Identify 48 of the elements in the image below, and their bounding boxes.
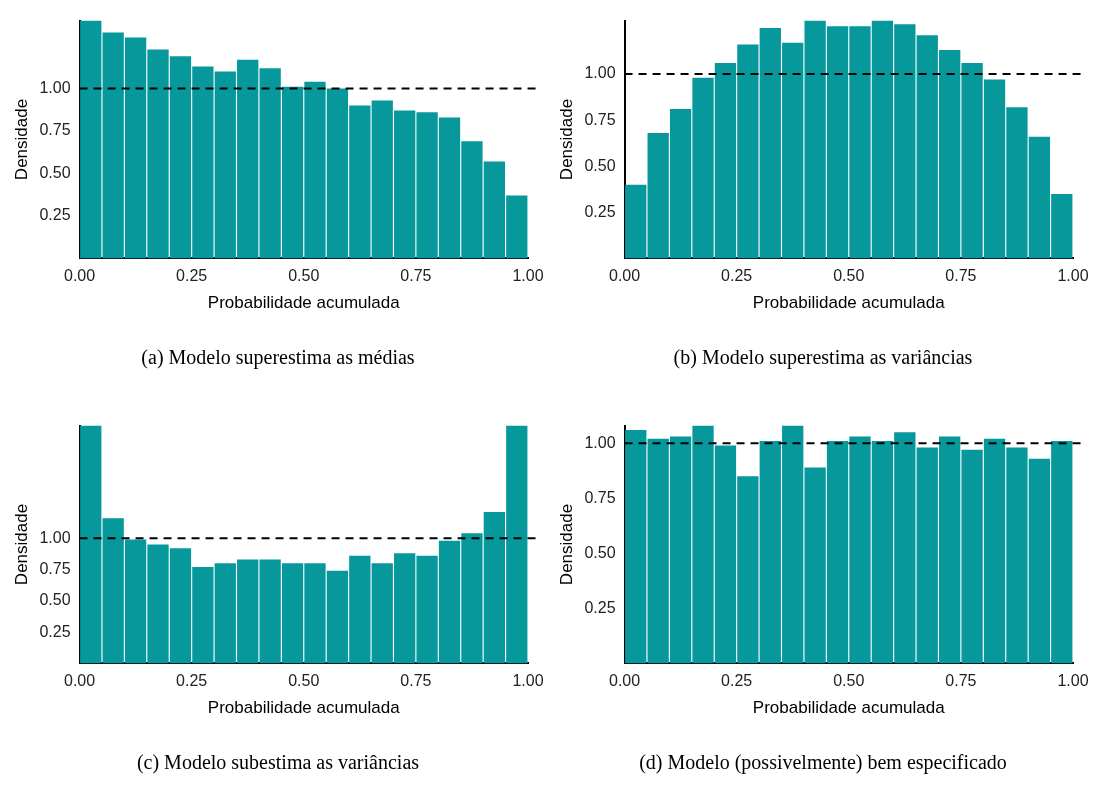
x-tick-label: 0.75 — [400, 672, 432, 690]
x-tick-label: 0.75 — [945, 672, 977, 690]
x-tick-label: 0.50 — [288, 672, 320, 690]
y-tick-label: 1.00 — [584, 433, 616, 451]
text: (c) Modelo subestima as variâncias — [136, 751, 420, 774]
y-tick-label: 0.25 — [39, 622, 71, 640]
y-tick-label: 1.00 — [39, 78, 71, 96]
y-axis-title: Densidade — [556, 503, 576, 586]
x-tick-label: 1.00 — [1057, 267, 1089, 285]
x-tick-label: 0.25 — [176, 672, 208, 690]
x-tick-label: 0.00 — [63, 267, 96, 285]
x-axis-title: Probabilidade acumulada — [207, 293, 401, 313]
y-tick-label: 0.25 — [584, 202, 616, 220]
y-tick-label: 0.75 — [39, 559, 71, 577]
x-tick-label: 1.00 — [1057, 672, 1089, 690]
x-tick-label: 0.25 — [721, 267, 753, 285]
x-tick-label: 0.50 — [833, 267, 865, 285]
y-tick-label: 0.25 — [39, 206, 71, 224]
x-tick-label: 0.75 — [400, 267, 432, 285]
y-tick-label: 0.50 — [39, 591, 71, 609]
text: (a) Modelo superestima as médias — [141, 346, 415, 369]
x-tick-label: 0.00 — [608, 672, 641, 690]
x-tick-label: 0.25 — [721, 672, 753, 690]
y-axis-title: Densidade — [556, 98, 576, 181]
x-axis-title: Probabilidade acumulada — [752, 698, 946, 718]
text: (d) Modelo (possivelmente) bem especificado — [639, 751, 1007, 774]
x-tick-label: 0.00 — [608, 267, 641, 285]
y-tick-label: 1.00 — [584, 64, 616, 82]
y-tick-label: 0.50 — [39, 163, 71, 181]
x-tick-label: 1.00 — [512, 267, 544, 285]
y-axis-title: Densidade — [11, 98, 31, 181]
y-tick-label: 0.50 — [584, 156, 616, 174]
x-tick-label: 0.75 — [945, 267, 977, 285]
text: (b) Modelo superestima as variâncias — [673, 346, 973, 369]
y-tick-label: 1.00 — [39, 528, 71, 546]
y-tick-label: 0.75 — [39, 121, 71, 139]
y-tick-label: 0.75 — [584, 110, 616, 128]
x-tick-label: 0.25 — [176, 267, 208, 285]
y-tick-label: 0.50 — [584, 543, 616, 561]
x-tick-label: 0.50 — [288, 267, 320, 285]
x-tick-label: 0.00 — [63, 672, 96, 690]
y-tick-label: 0.75 — [584, 488, 616, 506]
x-tick-label: 0.50 — [833, 672, 865, 690]
y-axis-title: Densidade — [11, 503, 31, 586]
x-axis-title: Probabilidade acumulada — [752, 293, 946, 313]
x-axis-title: Probabilidade acumulada — [207, 698, 401, 718]
x-tick-label: 1.00 — [512, 672, 544, 690]
y-tick-label: 0.25 — [584, 598, 616, 616]
